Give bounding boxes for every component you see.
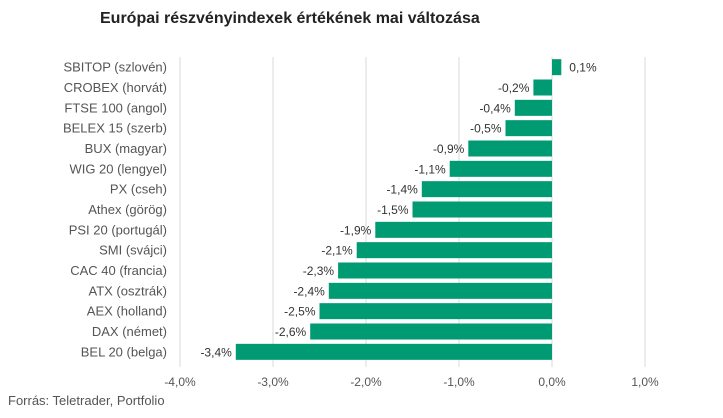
- bar: [328, 282, 552, 299]
- category-label: WIG 20 (lengyel): [69, 161, 167, 176]
- value-label: -1,5%: [377, 203, 409, 217]
- value-label: -1,1%: [414, 162, 446, 176]
- value-label: -1,9%: [340, 223, 372, 237]
- value-label: -2,4%: [293, 284, 325, 298]
- bar: [412, 201, 552, 218]
- value-label: -3,4%: [200, 345, 232, 359]
- category-label: BEL 20 (belga): [81, 344, 167, 359]
- x-tick-label: 1,0%: [631, 375, 659, 389]
- bar: [375, 221, 552, 238]
- bar: [468, 140, 552, 157]
- bar: [449, 160, 552, 177]
- category-label: CROBEX (horvát): [64, 80, 167, 95]
- category-label: PX (cseh): [110, 182, 167, 197]
- bar: [552, 59, 562, 76]
- category-label: BELEX 15 (szerb): [63, 121, 167, 136]
- category-label: FTSE 100 (angol): [64, 100, 167, 115]
- category-label: PSI 20 (portugál): [69, 222, 167, 237]
- value-label: -0,9%: [433, 142, 465, 156]
- value-label: -2,6%: [275, 325, 307, 339]
- category-label: BUX (magyar): [85, 141, 167, 156]
- value-label: 0,1%: [569, 61, 597, 75]
- value-label: -0,4%: [479, 101, 511, 115]
- category-label: ATX (osztrák): [89, 283, 168, 298]
- bars: [235, 59, 562, 360]
- value-label: -0,2%: [498, 81, 530, 95]
- bar: [235, 343, 553, 360]
- x-tick-label: -3,0%: [257, 375, 289, 389]
- x-tick-label: -4,0%: [164, 375, 196, 389]
- x-tick-label: -1,0%: [443, 375, 475, 389]
- category-label: DAX (német): [92, 324, 167, 339]
- value-label: -1,4%: [386, 183, 418, 197]
- category-label: SMI (svájci): [99, 243, 167, 258]
- chart-title: Európai részvényindexek értékének mai vá…: [100, 10, 480, 27]
- x-axis-tick-labels: -4,0% -3,0% -2,0% -1,0% 0,0% 1,0%: [164, 375, 659, 389]
- bar: [514, 99, 552, 116]
- source-note: Forrás: Teletrader, Portfolio: [8, 393, 165, 408]
- bar: [421, 181, 552, 198]
- bar: [310, 323, 552, 340]
- bar: [533, 79, 552, 96]
- category-label: AEX (holland): [87, 304, 167, 319]
- value-label: -0,5%: [470, 122, 502, 136]
- category-label: SBITOP (szlovén): [63, 60, 167, 75]
- category-labels: SBITOP (szlovén) CROBEX (horvát) FTSE 100 …: [63, 60, 167, 360]
- x-tick-label: 0,0%: [538, 375, 566, 389]
- value-label: -2,3%: [303, 264, 335, 278]
- category-label: CAC 40 (francia): [70, 263, 167, 278]
- bar: [505, 120, 552, 137]
- bar: [356, 242, 552, 259]
- x-tick-label: -2,0%: [350, 375, 382, 389]
- value-label: -2,5%: [284, 305, 316, 319]
- category-label: Athex (görög): [88, 202, 167, 217]
- bar: [319, 303, 552, 320]
- value-labels: 0,1%-0,2%-0,4%-0,5%-0,9%-1,1%-1,4%-1,5%-…: [200, 61, 597, 360]
- value-label: -2,1%: [321, 244, 353, 258]
- bar: [338, 262, 552, 279]
